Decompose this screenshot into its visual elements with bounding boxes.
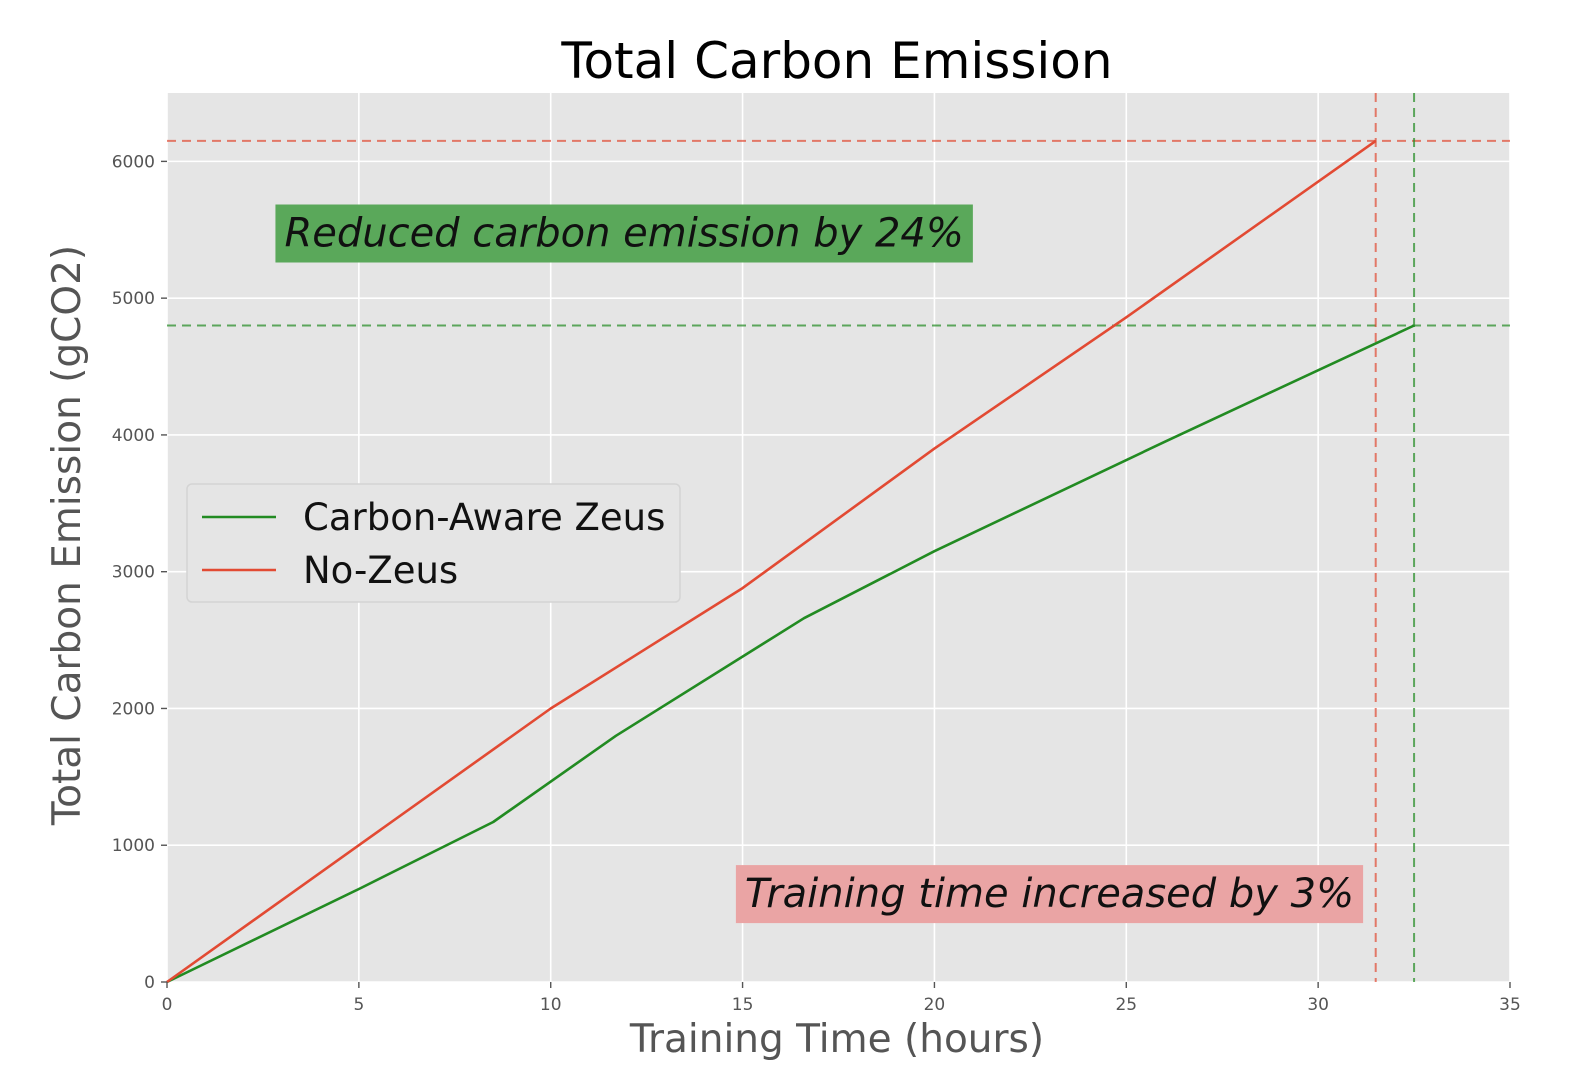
x-axis-label: Training Time (hours) <box>629 1017 1044 1062</box>
y-tick-label: 5000 <box>112 289 155 309</box>
x-tick-label: 30 <box>1307 995 1329 1015</box>
series-line-0 <box>166 324 1415 984</box>
chart-title: Total Carbon Emission <box>560 32 1112 90</box>
annotation-box <box>275 204 973 263</box>
annotation-box <box>735 865 1364 924</box>
legend-label-1: No-Zeus <box>303 549 458 592</box>
y-axis-label: Total Carbon Emission (gCO2) <box>45 245 90 826</box>
y-tick-label: 4000 <box>112 426 155 446</box>
axis-ticks: 0 5 10 15 20 25 30 35 0 1000 2000 3000 4000 5000 6000 <box>112 152 1521 1015</box>
x-tick-label: 20 <box>924 995 946 1015</box>
x-tick-label: 0 <box>162 995 173 1015</box>
series-lines <box>166 139 1415 984</box>
annotation-text: Reduced carbon emission by 24% <box>284 211 963 257</box>
x-tick-label: 10 <box>540 995 562 1015</box>
series-line-1 <box>166 139 1377 984</box>
y-tick-label: 2000 <box>112 699 155 719</box>
x-tick-label: 25 <box>1115 995 1137 1015</box>
legend: Carbon-Aware Zeus No-Zeus <box>186 483 681 603</box>
annotation-0: Reduced carbon emission by 24% <box>275 204 973 263</box>
x-tick-label: 15 <box>732 995 754 1015</box>
reference-lines <box>167 93 1510 982</box>
x-tick-label: 5 <box>353 995 364 1015</box>
x-tick-label: 35 <box>1499 995 1521 1015</box>
y-tick-label: 6000 <box>112 152 155 172</box>
legend-label-0: Carbon-Aware Zeus <box>303 496 665 539</box>
y-tick-label: 3000 <box>112 563 155 583</box>
annotation-text: Training time increased by 3% <box>745 871 1354 917</box>
legend-frame <box>186 483 681 603</box>
y-tick-label: 1000 <box>112 836 155 856</box>
annotations: Reduced carbon emission by 24% Training t… <box>275 204 1364 924</box>
annotation-1: Training time increased by 3% <box>735 865 1364 924</box>
y-tick-label: 0 <box>144 973 155 993</box>
